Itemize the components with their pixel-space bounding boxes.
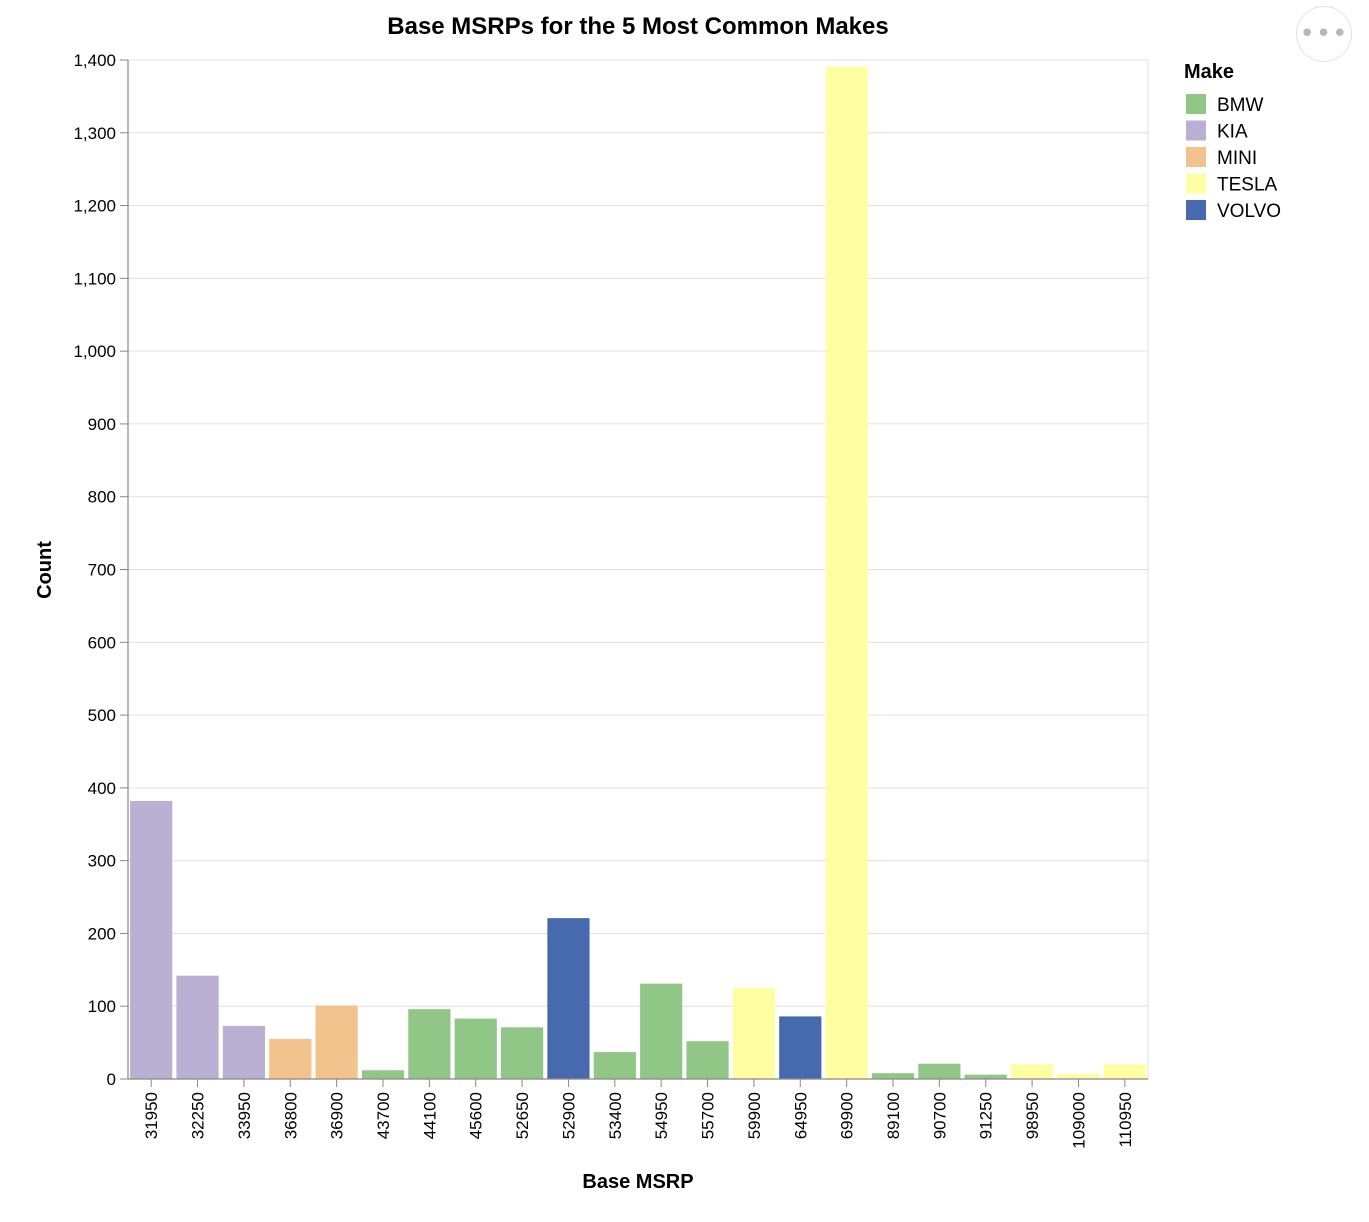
bar[interactable] <box>500 1027 544 1079</box>
x-tick-label: 109000 <box>1069 1092 1088 1149</box>
x-tick-label: 55700 <box>699 1092 718 1139</box>
bar[interactable] <box>1010 1064 1054 1079</box>
legend-swatch <box>1186 173 1206 194</box>
bar[interactable] <box>176 975 219 1079</box>
y-tick-label: 600 <box>88 633 116 652</box>
y-tick-label: 1,100 <box>73 269 116 288</box>
x-tick-label: 52900 <box>559 1092 578 1139</box>
bar[interactable] <box>779 1016 822 1079</box>
x-tick-label: 64950 <box>791 1092 810 1139</box>
actions-menu-button[interactable]: ••• <box>1296 6 1352 62</box>
bar[interactable] <box>918 1063 961 1079</box>
legend-label: TESLA <box>1217 175 1278 196</box>
bar[interactable] <box>1103 1064 1146 1079</box>
y-tick-label: 900 <box>88 415 116 434</box>
bar[interactable] <box>269 1038 312 1079</box>
y-axis-label: Count <box>34 541 56 599</box>
y-tick-label: 1,000 <box>73 342 116 361</box>
x-tick-label: 59900 <box>745 1092 764 1139</box>
legend-swatch <box>1186 200 1206 220</box>
bar[interactable] <box>871 1073 915 1079</box>
legend-label: BMW <box>1217 95 1264 116</box>
x-tick-label: 69900 <box>838 1092 857 1139</box>
bar[interactable] <box>130 800 173 1079</box>
x-tick-label: 98950 <box>1023 1092 1042 1139</box>
legend-swatch <box>1186 94 1206 114</box>
gridlines <box>128 59 1149 1079</box>
ellipsis-icon: ••• <box>1299 19 1349 49</box>
legend-title: Make <box>1184 61 1234 83</box>
x-tick-label: 31950 <box>142 1092 161 1139</box>
x-axis-label: Base MSRP <box>582 1171 693 1193</box>
legend-swatch <box>1186 147 1206 167</box>
y-tick-label: 1,200 <box>73 197 116 216</box>
bar[interactable] <box>361 1070 405 1079</box>
y-tick-label: 500 <box>88 706 116 725</box>
bar[interactable] <box>732 988 776 1079</box>
x-tick-label: 91250 <box>977 1092 996 1139</box>
chart-title: Base MSRPs for the 5 Most Common Makes <box>387 13 888 40</box>
legend: Make BMW KIA MINI TESLA VOLVO <box>1184 61 1281 222</box>
legend-label: KIA <box>1217 122 1248 143</box>
bar[interactable] <box>964 1074 1007 1079</box>
x-tick-label: 54950 <box>652 1092 671 1139</box>
legend-swatch <box>1186 120 1206 141</box>
y-tick-label: 1,300 <box>73 124 116 143</box>
y-tick-label: 400 <box>88 779 116 798</box>
bar[interactable] <box>593 1052 636 1079</box>
bar[interactable] <box>1057 1073 1100 1079</box>
y-tick-label: 300 <box>88 852 116 871</box>
x-tick-label: 43700 <box>374 1092 393 1139</box>
bar[interactable] <box>454 1018 497 1079</box>
bar[interactable] <box>640 983 683 1079</box>
bar[interactable] <box>686 1041 729 1079</box>
legend-label: MINI <box>1217 148 1257 169</box>
x-tick-label: 36900 <box>328 1092 347 1139</box>
bar[interactable] <box>222 1025 266 1079</box>
bar[interactable] <box>825 66 868 1079</box>
bars <box>130 66 1146 1079</box>
y-tick-label: 1,400 <box>73 51 116 70</box>
x-tick-label: 33950 <box>235 1092 254 1139</box>
legend-label: VOLVO <box>1217 201 1281 222</box>
x-tick-label: 110950 <box>1116 1092 1135 1147</box>
x-tick-label: 52650 <box>513 1092 532 1139</box>
y-tick-label: 700 <box>88 561 116 580</box>
x-axis: 31950 32250 33950 36800 36900 43700 44100 45600… <box>128 1078 1148 1149</box>
y-tick-label: 0 <box>107 1070 116 1089</box>
y-tick-label: 800 <box>88 488 116 507</box>
x-tick-label: 53400 <box>606 1092 625 1139</box>
y-tick-label: 100 <box>88 997 116 1016</box>
bar[interactable] <box>408 1009 451 1079</box>
x-tick-label: 45600 <box>467 1092 486 1139</box>
y-axis: 0 100 200 300 400 500 600 700 800 900 1,000 1,100 1,… <box>73 51 129 1089</box>
x-tick-label: 90700 <box>930 1092 949 1139</box>
x-tick-label: 32250 <box>189 1092 208 1139</box>
bar[interactable] <box>547 918 590 1079</box>
x-tick-label: 44100 <box>420 1092 439 1139</box>
x-tick-label: 89100 <box>884 1092 903 1139</box>
y-tick-label: 200 <box>88 924 116 943</box>
bar[interactable] <box>315 1005 358 1079</box>
x-tick-label: 36800 <box>281 1092 300 1139</box>
